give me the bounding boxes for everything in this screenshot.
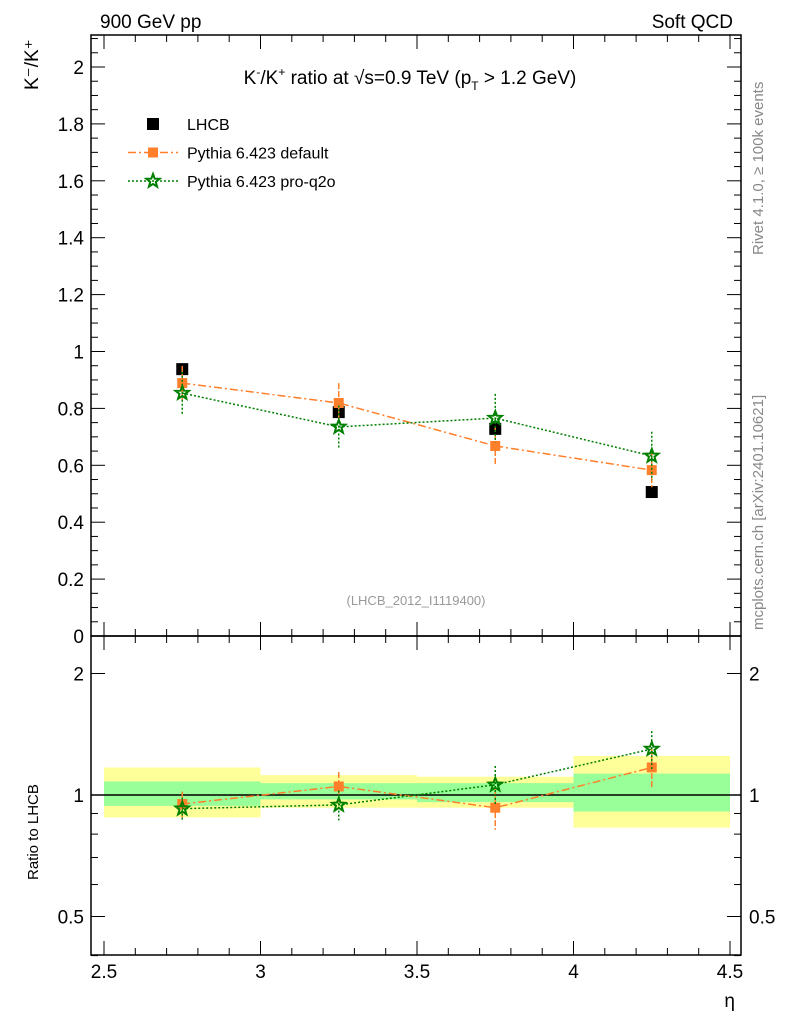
analysis-label: (LHCB_2012_I1119400) bbox=[346, 593, 485, 608]
ratio-default-line bbox=[182, 766, 652, 809]
main-data-point bbox=[645, 486, 658, 499]
y-tick-label: 0.2 bbox=[58, 570, 84, 591]
x-tick-label: 4.5 bbox=[717, 962, 743, 983]
main-proq2o-point bbox=[485, 408, 505, 427]
y-tick-label: 0.6 bbox=[58, 456, 84, 477]
main-proq2o-line bbox=[182, 392, 652, 457]
main-proq2o-point bbox=[329, 417, 349, 436]
ratio-y-tick-label: 2 bbox=[73, 665, 84, 686]
x-tick-label: 3 bbox=[255, 962, 266, 983]
x-tick-label: 4 bbox=[568, 962, 579, 983]
main-default-point bbox=[646, 465, 657, 476]
ratio-y-tick-label-right: 2 bbox=[749, 665, 760, 686]
ratio-default-point bbox=[490, 802, 501, 813]
y-tick-label: 1 bbox=[73, 343, 84, 364]
main-proq2o-point bbox=[642, 446, 662, 464]
y-tick-label: 1.4 bbox=[58, 229, 85, 250]
mcplots-label: mcplots.cern.ch [arXiv:2401.10621] bbox=[750, 395, 767, 630]
main-default-line bbox=[182, 382, 652, 471]
legend-label-default: Pythia 6.423 default bbox=[187, 146, 329, 163]
header-right: Soft QCD bbox=[652, 12, 733, 33]
ratio-band-inner bbox=[573, 773, 730, 812]
main-default-point bbox=[490, 440, 501, 451]
x-tick-label: 2.5 bbox=[91, 962, 117, 983]
y-tick-label: 0 bbox=[73, 627, 84, 648]
ratio-proq2o-point bbox=[642, 739, 662, 758]
y-tick-label: 0.8 bbox=[58, 399, 84, 420]
x-tick-label: 3.5 bbox=[404, 962, 430, 983]
ratio-default-point bbox=[333, 781, 344, 792]
y-tick-label: 1.6 bbox=[58, 172, 84, 193]
y-tick-label: 1.2 bbox=[58, 286, 84, 307]
legend-label-proq2o: Pythia 6.423 pro-q2o bbox=[187, 174, 336, 191]
ratio-y-tick-label: 1 bbox=[73, 786, 84, 807]
legend-marker-default bbox=[148, 147, 158, 158]
legend-marker-proq2o bbox=[143, 171, 163, 190]
ratio-proq2o-point bbox=[172, 798, 192, 817]
y-axis-label: K⁻/K⁺ bbox=[22, 39, 43, 90]
header-left: 900 GeV pp bbox=[100, 12, 201, 33]
ratio-y-tick-label-right: 1 bbox=[749, 786, 760, 807]
x-axis-label: η bbox=[724, 991, 735, 1012]
main-default-point bbox=[333, 397, 344, 408]
ratio-y-tick-label-right: 0.5 bbox=[749, 908, 775, 929]
ratio-y-tick-label: 0.5 bbox=[58, 908, 84, 929]
legend-marker-data bbox=[147, 118, 159, 130]
chart-title: K-/K+ ratio at √s=0.9 TeV (pT > 1.2 GeV) bbox=[244, 65, 577, 93]
y-tick-label: 0.4 bbox=[58, 513, 85, 534]
main-default-point bbox=[177, 378, 188, 389]
ratio-proq2o-point bbox=[485, 774, 505, 793]
main-proq2o-point bbox=[172, 383, 192, 402]
ratio-y-axis-label: Ratio to LHCB bbox=[25, 784, 42, 880]
y-tick-label: 2 bbox=[73, 58, 84, 79]
y-tick-label: 1.8 bbox=[58, 115, 84, 136]
rivet-version-label: Rivet 4.1.0, ≥ 100k events bbox=[750, 82, 767, 255]
ratio-proq2o-point bbox=[329, 795, 349, 813]
legend-label-data: LHCB bbox=[187, 117, 230, 134]
